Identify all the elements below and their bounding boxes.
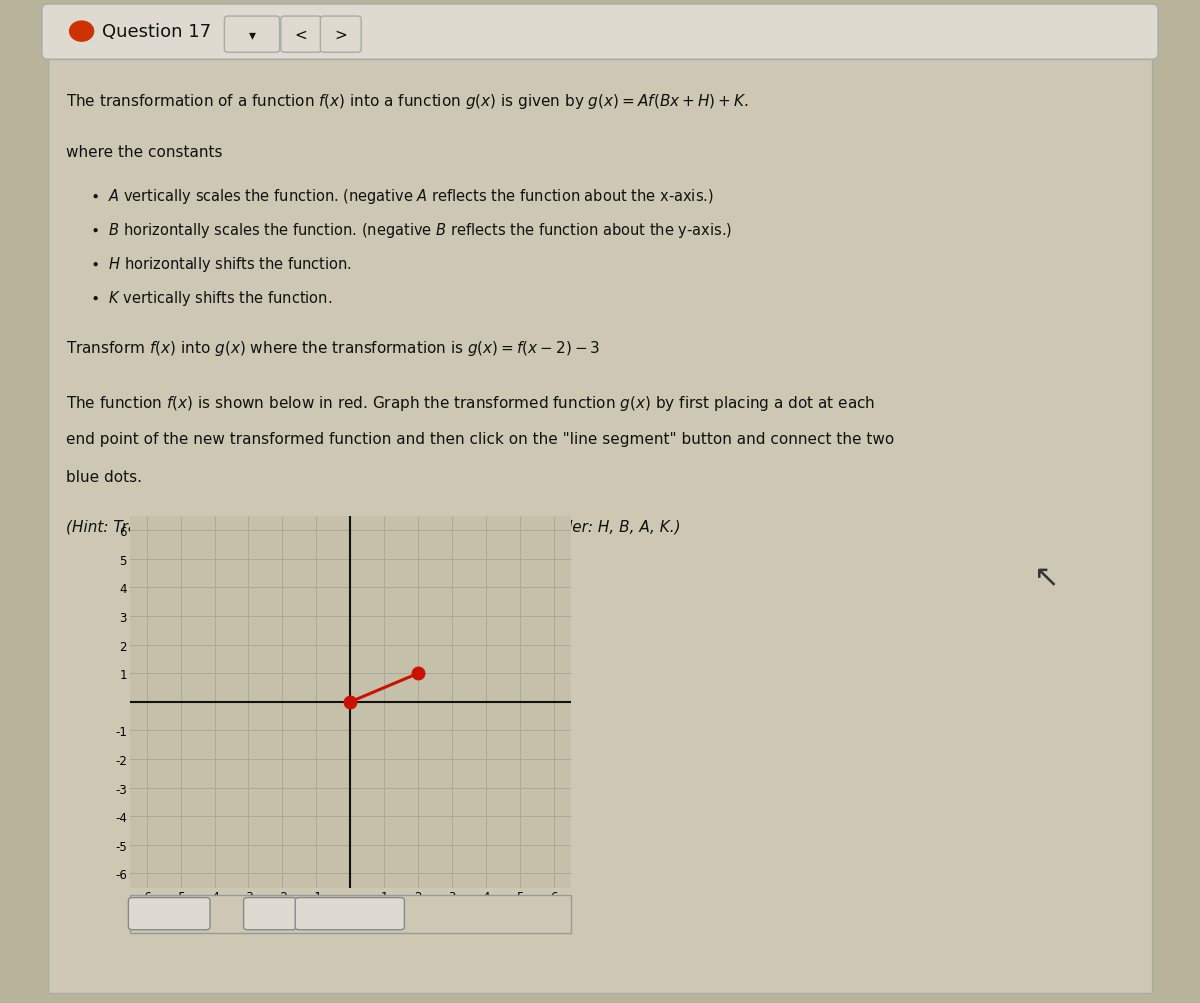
- Text: Clear All: Clear All: [143, 908, 196, 920]
- Text: ▾: ▾: [248, 28, 256, 42]
- FancyBboxPatch shape: [281, 17, 322, 53]
- Text: ↗: ↗: [1030, 559, 1058, 585]
- Text: Line Segment: Line Segment: [306, 908, 394, 920]
- Text: end point of the new transformed function and then click on the "line segment" b: end point of the new transformed functio…: [66, 431, 894, 446]
- Text: Draw:: Draw:: [216, 908, 254, 920]
- FancyBboxPatch shape: [48, 60, 1152, 993]
- Circle shape: [70, 22, 94, 42]
- FancyBboxPatch shape: [320, 17, 361, 53]
- Text: (Hint: Transform the function by applying the constants in this order: H, B, A, : (Hint: Transform the function by applyin…: [66, 520, 680, 535]
- Text: blue dots.: blue dots.: [66, 469, 142, 484]
- FancyBboxPatch shape: [42, 5, 1158, 60]
- Text: Dot: Dot: [259, 908, 281, 920]
- Text: The transformation of a function $f(x)$ into a function $g(x)$ is given by $g(x): The transformation of a function $f(x)$ …: [66, 92, 749, 111]
- Text: Transform $f(x)$ into $g(x)$ where the transformation is $g(x) = f(x - 2) - 3$: Transform $f(x)$ into $g(x)$ where the t…: [66, 339, 600, 358]
- Text: $\bullet$  $K$ vertically shifts the function.: $\bullet$ $K$ vertically shifts the func…: [90, 289, 332, 308]
- Text: The function $f(x)$ is shown below in red. Graph the transformed function $g(x)$: The function $f(x)$ is shown below in re…: [66, 393, 875, 412]
- FancyBboxPatch shape: [224, 17, 280, 53]
- Text: >: >: [335, 28, 347, 42]
- Text: $\bullet$  $A$ vertically scales the function. (negative $A$ reflects the functi: $\bullet$ $A$ vertically scales the func…: [90, 187, 714, 206]
- Text: Question 17: Question 17: [102, 23, 211, 41]
- Text: <: <: [295, 28, 307, 42]
- Text: $\bullet$  $H$ horizontally shifts the function.: $\bullet$ $H$ horizontally shifts the fu…: [90, 255, 352, 274]
- Text: $\bullet$  $B$ horizontally scales the function. (negative $B$ reflects the func: $\bullet$ $B$ horizontally scales the fu…: [90, 221, 732, 240]
- Text: where the constants: where the constants: [66, 144, 222, 159]
